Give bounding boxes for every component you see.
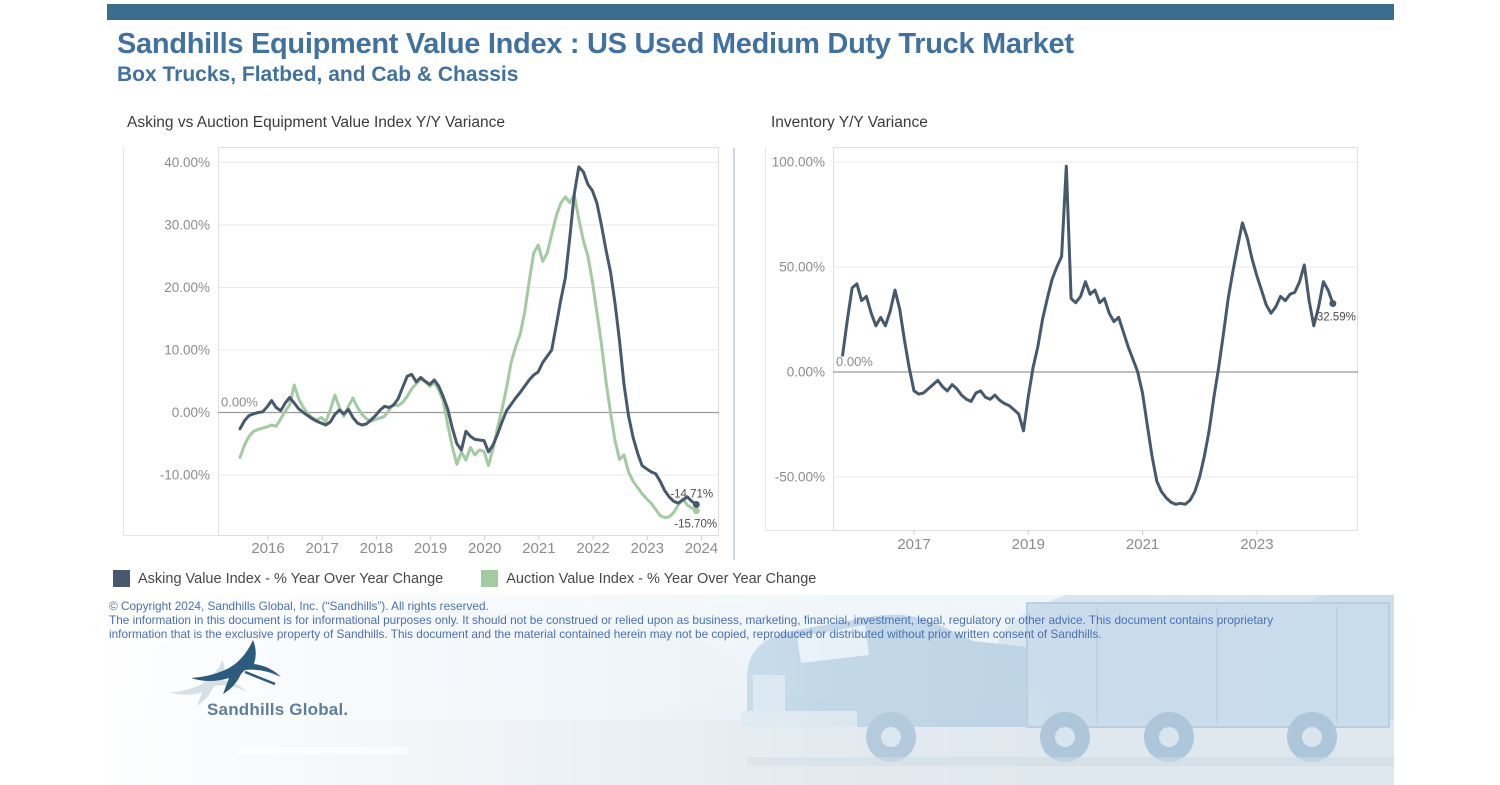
- logo-wordmark: Sandhills Global.: [207, 700, 349, 719]
- page-subtitle: Box Trucks, Flatbed, and Cab & Chassis: [117, 63, 519, 86]
- svg-text:20.00%: 20.00%: [164, 280, 210, 295]
- svg-text:2017: 2017: [897, 536, 930, 553]
- svg-text:2018: 2018: [360, 540, 393, 557]
- copyright-line: information that is the exclusive proper…: [109, 626, 1102, 641]
- legend-item-asking: Asking Value Index - % Year Over Year Ch…: [113, 570, 443, 587]
- crane-bird-icon: [169, 640, 281, 706]
- svg-text:-14.71%: -14.71%: [670, 488, 713, 500]
- svg-text:0.00%: 0.00%: [172, 405, 210, 420]
- page-title: Sandhills Equipment Value Index : US Use…: [117, 28, 1074, 60]
- legend-item-auction: Auction Value Index - % Year Over Year C…: [481, 570, 816, 587]
- svg-text:10.00%: 10.00%: [164, 343, 210, 358]
- legend-label-asking: Asking Value Index - % Year Over Year Ch…: [138, 570, 444, 587]
- svg-text:2021: 2021: [1126, 536, 1159, 553]
- sandhills-global-logo: Sandhills Global.: [155, 638, 385, 733]
- svg-text:2022: 2022: [576, 540, 609, 557]
- legend-label-auction: Auction Value Index - % Year Over Year C…: [506, 570, 817, 587]
- svg-text:100.00%: 100.00%: [772, 155, 825, 170]
- asking-vs-auction-chart: 40.00% 30.00% 20.00% 10.00% 0.00% -10.00% 2016…: [123, 147, 719, 557]
- svg-text:2020: 2020: [468, 540, 501, 557]
- svg-text:2017: 2017: [305, 540, 338, 557]
- svg-text:2021: 2021: [522, 540, 555, 557]
- copyright-notice: © Copyright 2024, Sandhills Global, Inc.…: [109, 599, 1349, 641]
- auction-series-swatch-icon: [481, 570, 499, 587]
- svg-text:2019: 2019: [1012, 536, 1045, 553]
- right-chart-title: Inventory Y/Y Variance: [771, 114, 928, 131]
- svg-text:2016: 2016: [251, 540, 284, 557]
- svg-text:-15.70%: -15.70%: [674, 519, 717, 531]
- panel-divider: [733, 148, 735, 560]
- copyright-line: The information in this document is for …: [109, 612, 1274, 627]
- copyright-line: © Copyright 2024, Sandhills Global, Inc.…: [109, 599, 489, 613]
- svg-text:-50.00%: -50.00%: [775, 470, 825, 485]
- left-chart-title: Asking vs Auction Equipment Value Index …: [127, 114, 505, 131]
- svg-text:0.00%: 0.00%: [836, 354, 873, 369]
- asking-series-swatch-icon: [113, 570, 130, 587]
- svg-text:0.00%: 0.00%: [221, 395, 258, 410]
- header-bar: [107, 4, 1394, 20]
- svg-text:30.00%: 30.00%: [164, 218, 210, 233]
- svg-text:2023: 2023: [1240, 536, 1273, 553]
- truck-watermark-image: [107, 595, 1394, 785]
- svg-text:2023: 2023: [631, 540, 664, 557]
- svg-text:32.59%: 32.59%: [1317, 312, 1356, 324]
- svg-text:-10.00%: -10.00%: [160, 468, 210, 483]
- svg-text:2019: 2019: [414, 540, 447, 557]
- svg-text:2024: 2024: [685, 540, 718, 557]
- inventory-chart: 100.00% 50.00% 0.00% -50.00% 2017 2019 2021 202…: [765, 147, 1358, 553]
- svg-text:40.00%: 40.00%: [164, 155, 210, 170]
- svg-text:0.00%: 0.00%: [787, 365, 825, 380]
- chart-legend: Asking Value Index - % Year Over Year Ch…: [113, 570, 816, 587]
- svg-text:50.00%: 50.00%: [779, 260, 825, 275]
